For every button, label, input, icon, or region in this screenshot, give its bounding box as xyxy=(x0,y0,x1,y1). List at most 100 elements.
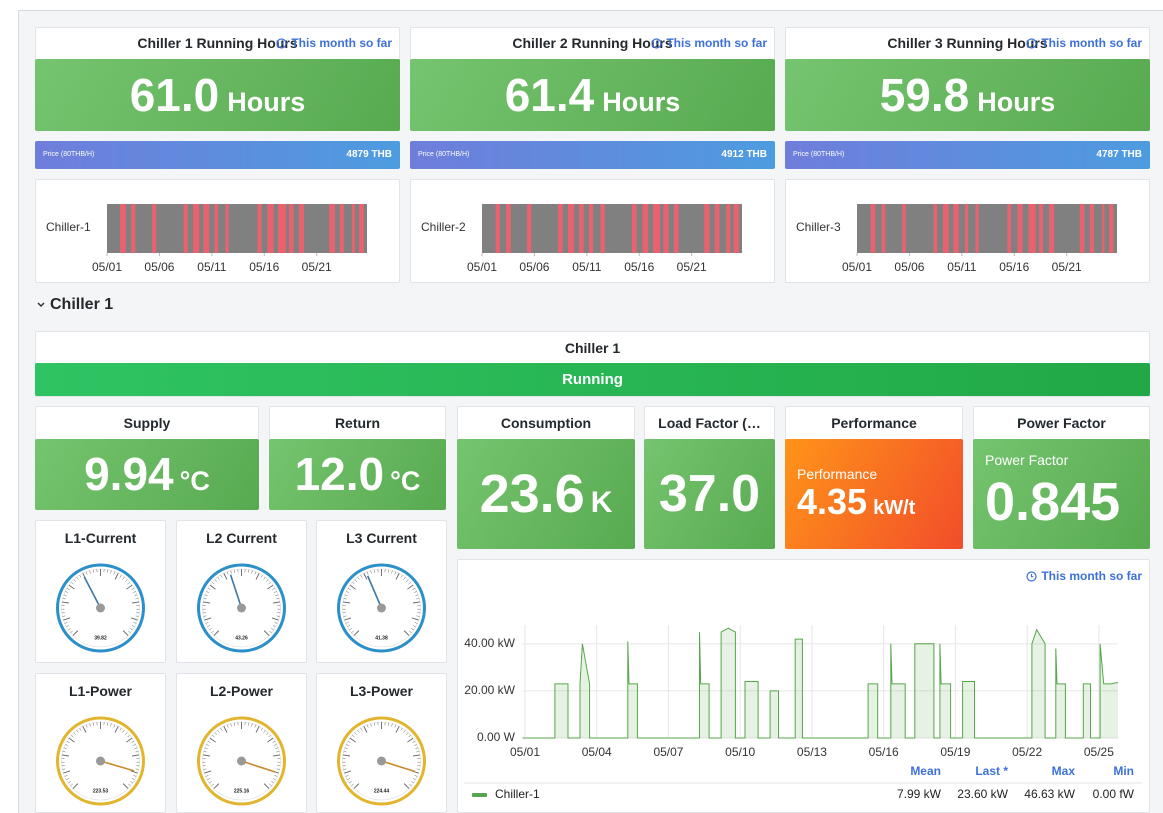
legend-column: Last * xyxy=(975,764,1008,778)
gauge-tick xyxy=(71,582,74,585)
gauge-value: 43.26 xyxy=(235,635,248,641)
timeline-on xyxy=(631,204,637,253)
timeline-off xyxy=(857,204,1117,253)
gauge-tick xyxy=(207,778,211,781)
gauge-tick xyxy=(263,630,270,636)
gauge-tick xyxy=(92,722,94,726)
row-title[interactable]: Chiller 1 xyxy=(50,296,114,313)
gauge-tick xyxy=(64,622,68,624)
gauge-tick xyxy=(273,744,277,746)
legend-name: Chiller-1 xyxy=(495,787,540,801)
gauge-tick xyxy=(273,601,281,604)
gauge-hub xyxy=(377,756,386,766)
gauge-tick xyxy=(343,615,347,617)
gauge-tick xyxy=(209,781,212,784)
gauge-tick xyxy=(127,582,130,585)
gauge-tick xyxy=(251,570,253,574)
gauge-tick xyxy=(255,573,260,580)
gauge-tick xyxy=(122,730,125,733)
timeline-on xyxy=(953,204,959,253)
timeline-on xyxy=(1048,204,1055,253)
gauge-tick xyxy=(107,722,109,726)
gauge-tick xyxy=(122,783,129,789)
gauge-hub xyxy=(96,603,105,613)
x-tick-label: 05/06 xyxy=(519,260,549,274)
gauge-tick xyxy=(414,622,418,624)
timeline-on xyxy=(495,204,500,253)
gauge-tick xyxy=(403,730,406,733)
gauge-tick xyxy=(70,630,73,634)
stat-value-line: 4.35 kW/t xyxy=(797,481,915,523)
gauge-tick xyxy=(119,727,122,731)
legend-stat: 46.63 kW xyxy=(1024,787,1075,801)
stat-box: 61.4 Hours xyxy=(410,59,775,131)
gauge-hub xyxy=(237,603,246,613)
timeline-on xyxy=(975,204,979,253)
timeline-on xyxy=(642,204,649,253)
gauge-tick xyxy=(132,744,136,746)
time-range-note: This month so far xyxy=(651,36,767,50)
gauge-tick xyxy=(73,732,77,735)
gauge-tick xyxy=(394,571,397,575)
gauge-tick xyxy=(344,747,348,750)
gauge-tick xyxy=(267,737,274,743)
gauge-tick xyxy=(409,783,412,787)
gauge-tick xyxy=(63,747,67,750)
gauge-tick xyxy=(134,747,138,750)
gauge-tick xyxy=(63,770,71,774)
timeline-on xyxy=(588,204,594,253)
gauge-tick xyxy=(400,727,403,731)
gauge-tick xyxy=(416,598,420,600)
x-tick-label: 05/22 xyxy=(1012,745,1042,759)
price-label: Price (80THB/H) xyxy=(43,151,95,158)
gauge-tick xyxy=(265,579,269,582)
timeline-on xyxy=(277,204,287,253)
gauge-tick xyxy=(209,737,216,743)
gauge-tick xyxy=(89,723,91,727)
price-value: 4879 THB xyxy=(346,149,392,160)
time-range-note: This month so far xyxy=(1026,569,1142,583)
x-tick-label: 05/19 xyxy=(940,745,970,759)
status-bar: Running xyxy=(35,363,1150,396)
gauge-tick xyxy=(407,584,414,590)
stat-box: 12.0 °C xyxy=(269,439,446,510)
gauge-tick xyxy=(353,630,360,636)
gauge-tick xyxy=(342,754,350,757)
gauge-tick xyxy=(347,778,351,781)
stat-value: 4.35 xyxy=(797,481,868,522)
gauge-tick xyxy=(413,754,421,757)
stat-value: 23.6 xyxy=(479,464,585,524)
area-fill xyxy=(522,628,1118,738)
gauge-tick xyxy=(273,754,281,757)
timeline-on xyxy=(1079,204,1085,253)
gauge-tick xyxy=(203,598,207,600)
gauge-tick xyxy=(267,584,274,590)
timeline-off xyxy=(482,204,742,253)
gauge-tick xyxy=(76,577,79,580)
price-label: Price (80THB/H) xyxy=(793,151,845,158)
timeline-on xyxy=(1038,204,1044,253)
collapse-chevron[interactable] xyxy=(36,300,46,310)
stat-box: 9.94 °C xyxy=(35,439,259,510)
gauge-tick xyxy=(276,751,280,753)
gauge-tick xyxy=(66,740,70,743)
gauge-value: 41.38 xyxy=(375,635,388,641)
x-tick-label: 05/13 xyxy=(797,745,827,759)
gauge-tick xyxy=(220,574,223,578)
gauge-tick xyxy=(82,726,87,733)
gauge-tick xyxy=(344,617,352,621)
gauge-tick xyxy=(274,622,278,624)
gauge-tick xyxy=(276,598,280,600)
gauge-tick xyxy=(223,573,228,580)
gauge-tick xyxy=(211,783,214,787)
timeline-on xyxy=(506,204,511,253)
stat-value: 12.0 xyxy=(294,448,385,500)
stat-unit: °C xyxy=(179,466,210,496)
gauge-tick xyxy=(263,730,266,733)
gauge-tick xyxy=(124,579,128,582)
clock-icon xyxy=(651,37,662,49)
gauge-tick xyxy=(354,579,358,582)
panel-title: Chiller 1 Running Hours xyxy=(137,35,298,51)
stat-unit: kW/t xyxy=(873,497,916,519)
panel-title: Supply xyxy=(123,415,171,431)
